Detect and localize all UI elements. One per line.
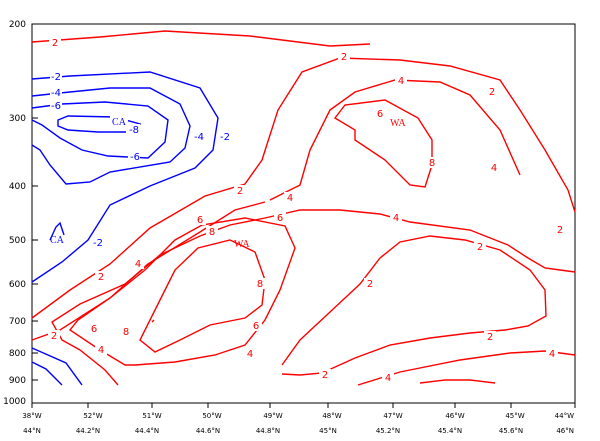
contour-label: 2 xyxy=(341,52,347,63)
y-tick-label: 500 xyxy=(9,236,26,246)
contour-label: 6 xyxy=(277,213,283,224)
isoline-plus2-left xyxy=(31,201,266,341)
isoline-plus2-main xyxy=(31,57,576,319)
warm-air-label: WA xyxy=(234,239,250,250)
contour-label: 4 xyxy=(393,213,399,224)
x-tick-lat: 44.4°N xyxy=(135,427,159,435)
x-tick-lon: 51°W xyxy=(142,412,161,420)
x-tick-lat: 45.2°N xyxy=(376,427,400,435)
x-tick-lon: 49°W xyxy=(263,412,282,420)
x-tick-lon: 47°W xyxy=(383,412,402,420)
contour-label: 4 xyxy=(135,259,141,270)
x-tick-lon: 44°W xyxy=(555,412,574,420)
y-tick-label: 300 xyxy=(9,114,26,124)
contour-label: 8 xyxy=(257,279,263,290)
contour-label: -4 xyxy=(51,88,61,99)
contour-label: -6 xyxy=(51,101,61,112)
contour-label: 2 xyxy=(477,242,483,253)
contour-label: -2 xyxy=(51,72,61,83)
cold-air-label: CA xyxy=(112,117,127,128)
cold-contour-labels: -2 -4 -6 -8 -6 -4 -2 -2 CA CA xyxy=(50,71,231,249)
isoline-minus4 xyxy=(31,87,191,185)
x-tick-lon: 52°W xyxy=(83,412,102,420)
warm-air-label: WA xyxy=(390,118,406,129)
contour-label: 4 xyxy=(247,349,253,360)
x-tick-lat: 45.6°N xyxy=(499,427,523,435)
contour-label: 4 xyxy=(98,345,104,356)
contour-label: 2 xyxy=(489,87,495,98)
contour-label: -2 xyxy=(93,238,103,249)
contour-label: 4 xyxy=(385,373,391,384)
contour-label: 4 xyxy=(549,349,555,360)
contour-label: 2 xyxy=(487,332,493,343)
x-tick-lat: 44.6°N xyxy=(196,427,220,435)
isoline-minus2-bottom xyxy=(31,347,83,386)
contour-label: 2 xyxy=(237,186,243,197)
y-tick-label: 600 xyxy=(9,280,26,290)
contour-label: 2 xyxy=(98,272,104,283)
y-tick-label: 400 xyxy=(9,182,26,192)
isoline-plus4-upper xyxy=(269,79,521,201)
plot-frame xyxy=(31,23,576,404)
contour-label: 4 xyxy=(287,193,293,204)
contour-label: 2 xyxy=(557,225,563,236)
x-tick-lon: 38°W xyxy=(22,412,41,420)
isoline-plus2-bottom xyxy=(419,379,496,384)
contour-label: 8 xyxy=(123,327,129,338)
contour-label: 2 xyxy=(322,370,328,381)
x-tick-lat: 44°N xyxy=(23,427,41,435)
warm-contour-labels: 2 2 4 2 6 8 4 2 2 4 4 2 6 6 8 4 2 8 2 xyxy=(48,37,566,384)
contour-label: -6 xyxy=(130,152,140,163)
isoline-minus6 xyxy=(31,101,169,159)
x-tick-lat: 46°N xyxy=(556,427,574,435)
isoline-ca-lower xyxy=(49,221,65,241)
x-tick-lon: 48°W xyxy=(322,412,341,420)
cold-isolines xyxy=(31,71,219,386)
x-tick-lon: 50°W xyxy=(202,412,221,420)
x-tick-lon: 45°W xyxy=(505,412,524,420)
isoline-plus8 xyxy=(139,239,266,353)
y-tick-label: 800 xyxy=(9,349,26,359)
x-tick-lon: 46°W xyxy=(445,412,464,420)
isoline-plus2-rightbasin xyxy=(281,235,547,376)
contour-label: 6 xyxy=(377,109,383,120)
isoline-plus2-top xyxy=(31,30,371,47)
contour-label: -8 xyxy=(129,125,139,136)
isoline-tiny xyxy=(151,319,155,323)
x-tick-lat: 45°N xyxy=(319,427,337,435)
cold-air-label: CA xyxy=(50,235,65,246)
isoline-minus2-bottom-b xyxy=(31,361,63,386)
y-tick-label: 1000 xyxy=(3,397,26,407)
contour-label: -4 xyxy=(194,132,204,143)
contour-label: 8 xyxy=(209,227,215,238)
contour-label: 6 xyxy=(91,324,97,335)
contour-label: 6 xyxy=(197,215,203,226)
y-axis xyxy=(32,23,38,404)
contour-label: 2 xyxy=(51,331,57,342)
contour-label: 2 xyxy=(52,38,58,49)
y-tick-labels: 200 300 400 500 600 700 800 900 1000 xyxy=(3,20,26,407)
contour-label: 4 xyxy=(398,76,404,87)
contour-label: 4 xyxy=(491,163,497,174)
x-tick-lat: 44.2°N xyxy=(76,427,100,435)
y-tick-label: 900 xyxy=(9,376,26,386)
x-tick-lat: 44.8°N xyxy=(256,427,280,435)
x-tick-labels: 38°W 44°N 52°W 44.2°N 51°W 44.4°N 50°W 4… xyxy=(22,412,574,435)
isoline-plus4-lower xyxy=(51,209,576,386)
contour-label: -2 xyxy=(220,132,230,143)
contour-label: 6 xyxy=(253,321,259,332)
contour-label: 2 xyxy=(367,279,373,290)
y-tick-label: 700 xyxy=(9,317,26,327)
isoline-minus2-top xyxy=(31,71,219,283)
x-axis xyxy=(31,403,576,408)
x-tick-lat: 45.4°N xyxy=(438,427,462,435)
isoline-plus6-lower xyxy=(68,217,296,366)
contour-label: 8 xyxy=(429,158,435,169)
y-tick-label: 200 xyxy=(9,20,26,30)
isoline-plus6-upper xyxy=(333,99,433,188)
